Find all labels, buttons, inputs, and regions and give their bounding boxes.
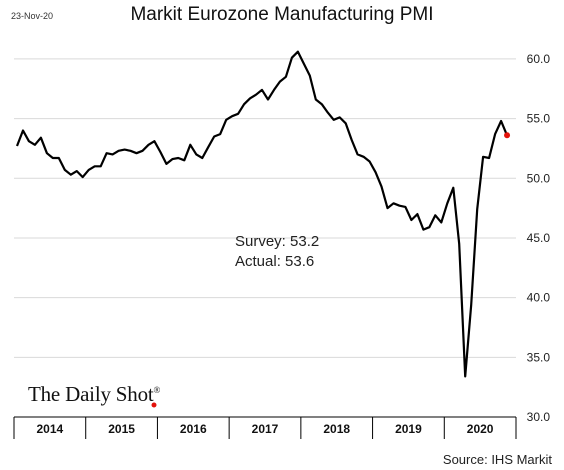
year-label: 2020 [467, 422, 494, 436]
survey-annotation: Survey: 53.2 [235, 233, 320, 250]
year-label: 2015 [108, 422, 135, 436]
y-tick-label: 40.0 [527, 291, 551, 305]
y-tick-label: 45.0 [527, 231, 551, 245]
source-note: Source: IHS Markit [442, 452, 552, 467]
y-tick-label: 50.0 [527, 171, 551, 185]
gridlines [14, 58, 516, 358]
year-label: 2014 [37, 422, 64, 436]
chart-title: Markit Eurozone Manufacturing PMI [130, 4, 434, 25]
daily-shot-logo: The Daily Shot® [28, 382, 160, 407]
registered-mark: ® [153, 385, 161, 395]
logo-text: The Daily Shot [28, 382, 154, 406]
year-label: 2016 [180, 422, 207, 436]
actual-annotation: Actual: 53.6 [235, 253, 315, 270]
logo-dot [151, 402, 157, 408]
year-label: 2017 [252, 422, 279, 436]
series-group [15, 50, 511, 378]
y-axis: 30.0 35.0 40.0 45.0 50.0 55.0 60.0 [527, 52, 551, 424]
date-stamp: 23-Nov-20 [11, 11, 54, 21]
y-tick-label: 35.0 [527, 350, 551, 364]
x-axis: 2014 2015 2016 2017 2018 2019 2020 [13, 416, 517, 439]
latest-value-marker [504, 132, 511, 139]
year-label: 2019 [395, 422, 422, 436]
pmi-series-line [15, 50, 509, 378]
y-tick-label: 60.0 [527, 52, 551, 66]
y-tick-label: 55.0 [527, 112, 551, 126]
y-tick-label: 30.0 [527, 410, 551, 424]
year-label: 2018 [323, 422, 350, 436]
